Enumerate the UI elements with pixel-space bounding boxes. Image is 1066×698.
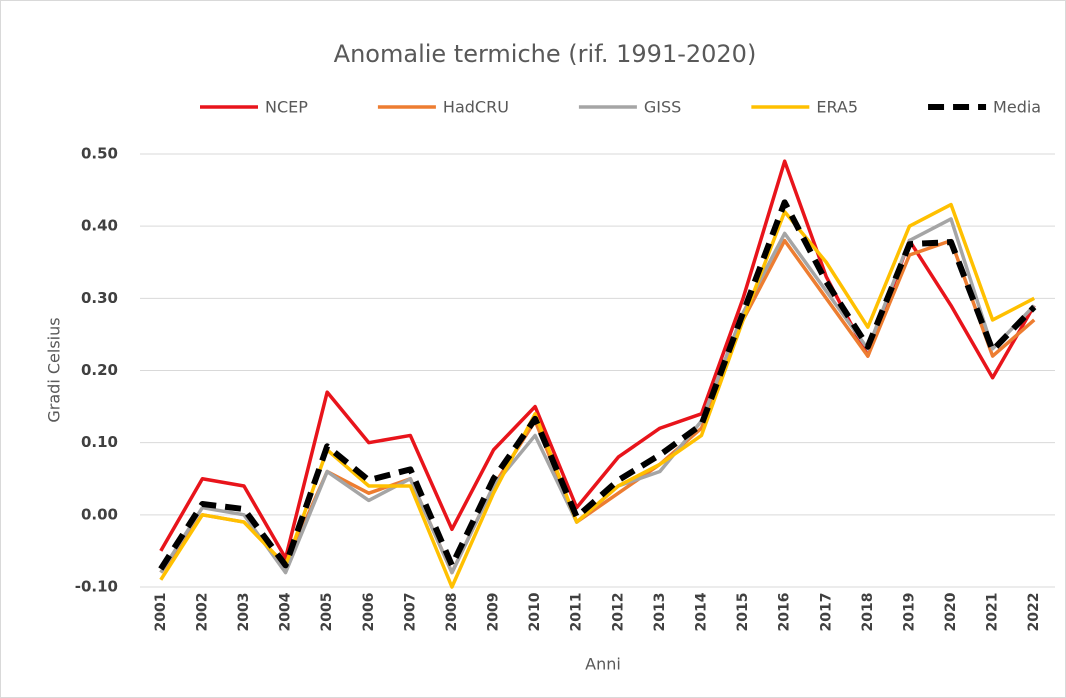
x-tick-label: 2007 [402, 593, 418, 632]
x-tick-label: 2002 [194, 593, 210, 632]
y-tick-label: 0.10 [81, 433, 118, 451]
legend-label: GISS [644, 98, 681, 117]
x-tick-label: 2021 [985, 593, 1001, 632]
x-tick-label: 2010 [527, 592, 543, 631]
x-tick-label: 2011 [569, 593, 585, 632]
x-tick-label: 2006 [361, 593, 377, 632]
x-tick-label: 2013 [652, 593, 668, 632]
x-tick-label: 2001 [153, 593, 169, 632]
x-tick-label: 2003 [236, 593, 252, 632]
x-tick-label: 2008 [444, 593, 460, 632]
x-tick-label: 2012 [610, 593, 626, 632]
x-tick-label: 2017 [818, 593, 834, 632]
x-axis-label: Anni [585, 655, 621, 674]
x-tick-label: 2004 [278, 592, 294, 631]
y-tick-label: 0.40 [81, 217, 118, 235]
y-tick-label: 0.00 [81, 505, 118, 523]
x-tick-label: 2016 [777, 593, 793, 632]
x-tick-label: 2015 [735, 593, 751, 632]
x-tick-label: 2014 [693, 592, 709, 631]
x-tick-label: 2022 [1026, 593, 1042, 632]
chart-title: Anomalie termiche (rif. 1991-2020) [334, 40, 757, 68]
legend-label: Media [993, 98, 1041, 117]
x-tick-label: 2020 [943, 592, 959, 631]
x-tick-label: 2018 [860, 593, 876, 632]
legend-label: NCEP [265, 98, 308, 117]
y-tick-label: -0.10 [75, 578, 118, 596]
y-axis-label: Gradi Celsius [45, 317, 64, 422]
y-tick-label: 0.20 [81, 361, 118, 379]
x-tick-label: 2005 [319, 593, 335, 632]
legend-label: HadCRU [443, 98, 509, 117]
x-tick-label: 2009 [486, 593, 502, 632]
y-tick-label: 0.30 [81, 289, 118, 307]
y-tick-label: 0.50 [81, 145, 118, 163]
legend-label: ERA5 [816, 98, 858, 117]
series-line [158, 199, 1037, 571]
x-tick-label: 2019 [901, 593, 917, 632]
